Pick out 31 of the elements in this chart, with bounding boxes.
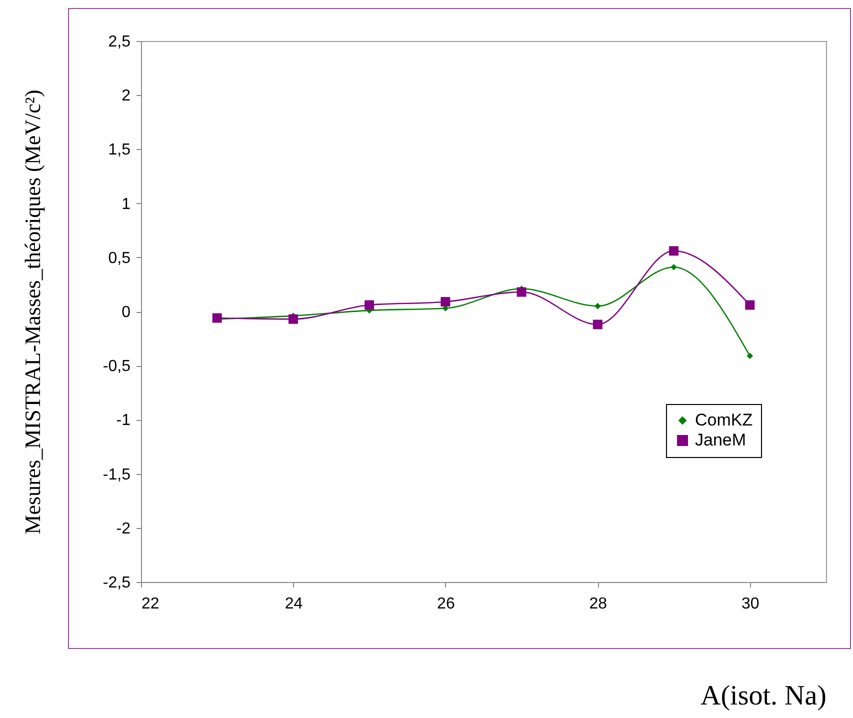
x-tick-label: 22 xyxy=(142,596,160,612)
point xyxy=(288,314,298,324)
y-tick-label: -1,5 xyxy=(102,466,131,484)
point xyxy=(212,313,222,323)
point xyxy=(364,300,374,310)
y-tick-label: 2 xyxy=(122,88,131,105)
point xyxy=(670,264,677,270)
y-tick-label: 1 xyxy=(122,196,131,213)
y-tick-label: -2,5 xyxy=(102,574,131,592)
y-tick-label: 0,5 xyxy=(108,250,131,267)
x-tick-label: 24 xyxy=(284,596,303,612)
point xyxy=(516,287,526,297)
point xyxy=(669,246,679,256)
y-tick-label: -2 xyxy=(116,520,131,538)
y-axis-title: Mesures_MISTRAL-Masses_théoriques (MeV/c²) xyxy=(20,90,45,534)
point xyxy=(440,297,450,307)
legend-label: JaneM xyxy=(695,430,746,450)
point xyxy=(592,320,602,330)
y-tick-label: -1 xyxy=(116,412,131,430)
point xyxy=(745,300,755,310)
x-tick-label: 28 xyxy=(589,596,608,612)
x-tick-label: 30 xyxy=(741,596,760,612)
x-tick-label: 26 xyxy=(437,596,455,612)
point xyxy=(594,302,601,310)
x-axis-title: A(isot. Na) xyxy=(700,680,826,712)
y-tick-label: 2,5 xyxy=(108,34,131,50)
y-tick-label: 0 xyxy=(122,304,131,321)
legend-label: ComKZ xyxy=(695,410,753,430)
point xyxy=(746,352,754,360)
y-tick-label: 1,5 xyxy=(108,142,131,159)
y-tick-label: -0,5 xyxy=(102,358,131,376)
